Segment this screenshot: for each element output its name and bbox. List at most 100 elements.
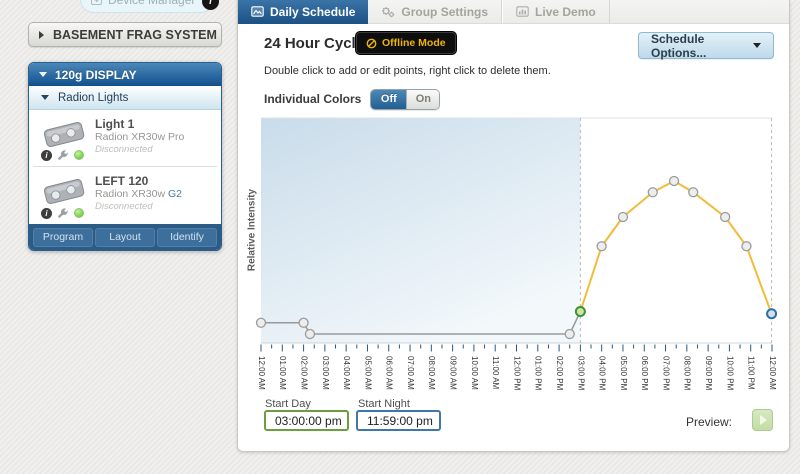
play-icon [760,415,767,425]
device-model: Radion XR30w G2 [95,188,182,201]
svg-text:09:00 PM: 09:00 PM [704,356,713,391]
tab-label: Live Demo [535,5,596,19]
wrench-icon[interactable] [57,207,69,219]
svg-text:05:00 AM: 05:00 AM [363,356,372,390]
status-led-icon [74,208,84,218]
schedule-options-dropdown[interactable]: Schedule Options... [638,32,774,59]
device-info: LEFT 120 Radion XR30w G2 Disconnected [95,174,182,213]
chevron-down-icon [39,72,47,77]
svg-text:11:00 PM: 11:00 PM [747,356,756,390]
device-manager-icon [91,0,102,5]
group-subheader-label: Radion Lights [58,92,128,104]
device-list: Light 1 Radion XR30w Pro Disconnected i [29,110,221,224]
radion-light-icon [41,119,87,149]
program-button[interactable]: Program [33,228,93,247]
chevron-right-icon [39,31,44,39]
main-panel: Daily Schedule Group Settings [237,0,790,452]
no-entry-icon [366,38,377,49]
tab-group-settings[interactable]: Group Settings [368,0,502,23]
device-status: Disconnected [95,144,184,156]
start-night-input[interactable]: 11:59:00 pm [356,410,441,431]
svg-text:09:00 AM: 09:00 AM [449,356,458,390]
status-led-icon [74,150,84,160]
preview-play-button[interactable] [752,409,773,431]
svg-text:08:00 PM: 08:00 PM [683,356,692,391]
page-title: 24 Hour Cycle [264,35,364,52]
device-name: Light 1 [95,117,184,131]
svg-text:07:00 PM: 07:00 PM [661,356,670,391]
tab-bar: Daily Schedule Group Settings [238,0,789,24]
device-manager-button[interactable]: Device Manager [80,0,214,13]
wrench-icon[interactable] [57,149,69,161]
tab-live-demo[interactable]: Live Demo [502,0,610,23]
svg-text:03:00 AM: 03:00 AM [321,356,330,390]
device-info: Light 1 Radion XR30w Pro Disconnected [95,117,184,156]
intensity-curve-plot[interactable]: 12:00 AM01:00 AM02:00 AM03:00 AM04:00 AM… [246,115,784,407]
schedule-options-label: Schedule Options... [651,32,753,60]
svg-text:10:00 PM: 10:00 PM [725,356,734,391]
instructions-text: Double click to add or edit points, righ… [264,65,551,77]
svg-text:04:00 PM: 04:00 PM [598,356,607,391]
tab-label: Group Settings [401,5,488,19]
device-status: Disconnected [95,201,182,213]
svg-text:02:00 AM: 02:00 AM [299,356,308,390]
radion-light-icon [41,176,87,206]
device-actions: i [41,207,84,219]
device-name: LEFT 120 [95,174,182,188]
device-model-base: Radion XR30w [95,188,165,200]
individual-colors-label: Individual Colors [264,92,361,106]
individual-colors-row: Individual Colors Off On [264,88,440,110]
device-model-base: Radion XR30w [95,131,165,143]
sidebar-item-basement-frag-system[interactable]: BASEMENT FRAG SYSTEM [28,22,222,47]
svg-text:03:00 PM: 03:00 PM [576,356,585,391]
toggle-on-button[interactable]: On [406,90,439,109]
svg-text:12:00 AM: 12:00 AM [257,356,266,390]
sidebar-item-120g-display[interactable]: 120g DISPLAY [29,63,221,86]
app-screen: Device Manager i BASEMENT FRAG SYSTEM 12… [0,0,800,474]
svg-text:07:00 AM: 07:00 AM [406,356,415,390]
layout-button[interactable]: Layout [95,228,155,247]
svg-text:10:00 AM: 10:00 AM [470,356,479,390]
offline-mode-badge: Offline Mode [356,32,456,54]
display-group-panel: 120g DISPLAY Radion Lights Light 1 [28,62,222,251]
svg-text:05:00 PM: 05:00 PM [619,356,628,391]
start-day-input[interactable]: 03:00:00 pm [264,410,349,431]
svg-text:01:00 PM: 01:00 PM [534,356,543,391]
svg-text:08:00 AM: 08:00 AM [427,356,436,390]
tab-daily-schedule[interactable]: Daily Schedule [238,0,368,24]
start-day-label: Start Day [265,398,311,410]
device-row-left-120[interactable]: LEFT 120 Radion XR30w G2 Disconnected i [33,167,217,224]
group-footer: Program Layout Identify [29,224,221,250]
preview-label: Preview: [686,415,732,429]
device-info-icon[interactable]: i [41,208,52,219]
start-night-label: Start Night [358,398,410,410]
svg-text:11:00 AM: 11:00 AM [491,356,500,390]
device-row-light-1[interactable]: Light 1 Radion XR30w Pro Disconnected i [33,110,217,167]
identify-button[interactable]: Identify [157,228,217,247]
schedule-chart[interactable]: 12:00 AM01:00 AM02:00 AM03:00 AM04:00 AM… [246,115,784,407]
sidebar-item-radion-lights[interactable]: Radion Lights [29,86,221,110]
image-icon [251,6,264,17]
toggle-off-button[interactable]: Off [371,90,406,109]
svg-text:02:00 PM: 02:00 PM [555,356,564,391]
bar-chart-icon [516,6,529,17]
chevron-down-icon [41,95,49,100]
svg-text:12:00 AM: 12:00 AM [768,356,777,390]
daily-schedule-content: 24 Hour Cycle Offline Mode Schedule Opti… [238,24,789,451]
group-header-label: 120g DISPLAY [55,68,137,82]
device-info-icon[interactable]: i [41,150,52,161]
svg-text:06:00 AM: 06:00 AM [385,356,394,390]
svg-text:04:00 AM: 04:00 AM [342,356,351,390]
y-axis-label: Relative Intensity [247,189,258,271]
individual-colors-toggle: Off On [370,89,440,110]
device-model-variant: Pro [168,131,184,143]
device-actions: i [41,149,84,161]
chevron-down-icon [753,43,761,48]
offline-mode-label: Offline Mode [382,37,446,49]
device-model: Radion XR30w Pro [95,131,184,144]
gears-icon [381,6,395,18]
svg-text:06:00 PM: 06:00 PM [640,356,649,391]
svg-text:12:00 PM: 12:00 PM [512,356,521,391]
device-model-variant: G2 [168,188,182,200]
device-manager-label: Device Manager [108,0,195,7]
